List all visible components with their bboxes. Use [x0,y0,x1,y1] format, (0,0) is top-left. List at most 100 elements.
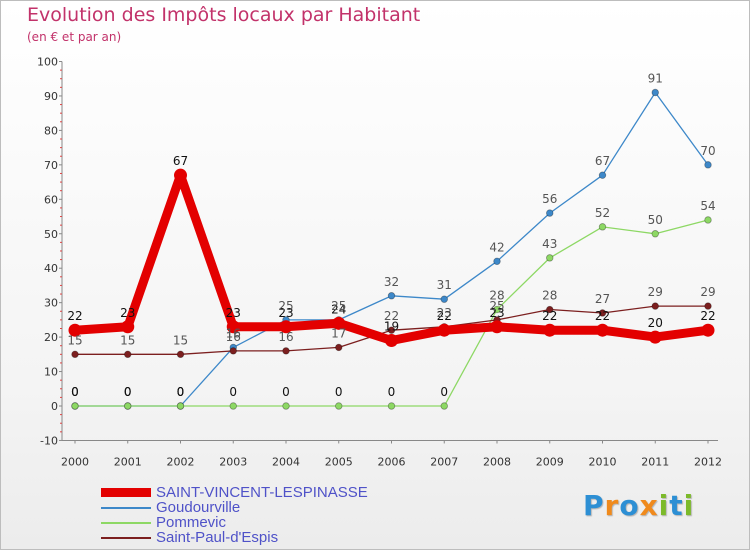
x-tick-label: 2009 [536,455,564,468]
data-point-pommevic [71,402,79,410]
data-label-goudourville: 91 [648,72,663,86]
data-label-saint-vincent-lespinasse: 24 [331,302,346,316]
data-point-saint-paul-d-espis [282,347,290,355]
data-point-goudourville [387,292,396,300]
legend-swatch-pommevic [101,522,151,524]
data-point-saint-vincent-lespinasse [648,330,662,344]
data-point-goudourville [493,257,501,266]
data-label-saint-paul-d-espis: 23 [437,306,452,320]
data-label-goudourville: 70 [700,144,715,158]
data-label-pommevic: 52 [595,206,610,220]
y-tick-label: 60 [44,193,58,206]
legend-swatch-saint-vincent-lespinasse [101,488,151,497]
legend-item-pommevic: Pommevic [101,515,401,530]
data-label-pommevic: 0 [229,385,237,399]
logo-letter: i [683,489,695,522]
data-label-pommevic: 0 [282,385,290,399]
logo-letter: x [639,489,659,522]
data-label-goudourville: 31 [437,278,452,292]
data-point-pommevic [546,254,554,262]
legend-label-pommevic: Pommevic [156,514,227,531]
data-label-saint-vincent-lespinasse: 23 [226,306,241,320]
y-tick-label: 40 [44,262,58,275]
x-tick-label: 2003 [219,455,247,468]
data-label-saint-vincent-lespinasse: 22 [67,309,82,323]
data-label-saint-paul-d-espis: 28 [542,289,557,303]
data-label-goudourville: 0 [71,385,79,399]
data-point-saint-paul-d-espis [598,309,607,317]
data-point-pommevic [651,230,659,238]
data-label-pommevic: 0 [124,385,132,399]
series-line-goudourville [74,91,709,407]
legend-item-goudourville: Goudourville [101,500,401,515]
data-label-pommevic: 0 [388,385,396,399]
data-point-saint-vincent-lespinasse [121,320,135,334]
x-tick-label: 2008 [483,455,511,468]
data-point-goudourville [546,209,554,217]
legend-label-saint-vincent-lespinasse: SAINT-VINCENT-LESPINASSE [156,484,368,501]
data-point-goudourville [651,88,659,97]
data-label-saint-paul-d-espis: 15 [173,333,188,347]
logo-letter: t [669,489,684,522]
data-label-saint-vincent-lespinasse: 20 [648,316,663,330]
data-label-pommevic: 0 [440,385,448,399]
data-label-pommevic: 54 [700,199,715,213]
data-label-saint-vincent-lespinasse: 19 [384,320,399,334]
data-point-saint-vincent-lespinasse [701,323,715,337]
chart-subtitle: (en € et par an) [27,30,122,44]
data-point-saint-vincent-lespinasse [226,320,240,334]
data-label-saint-paul-d-espis: 29 [700,285,715,299]
x-tick-label: 2001 [114,455,142,468]
data-label-saint-paul-d-espis: 15 [120,333,135,347]
legend-label-saint-paul-d-espis: Saint-Paul-d'Espis [156,529,279,546]
y-tick-label: 90 [44,90,58,103]
data-label-goudourville: 16 [226,326,241,340]
y-tick-label: 80 [44,124,58,137]
x-tick-label: 2012 [694,455,722,468]
data-label-saint-paul-d-espis: 25 [489,299,504,313]
y-tick-label: 100 [37,56,58,69]
logo-letter: P [583,489,605,522]
y-tick-label: 20 [44,331,58,344]
data-point-saint-vincent-lespinasse [437,323,451,337]
x-tick-label: 2006 [378,455,406,468]
chart-title: Evolution des Impôts locaux par Habitant [27,4,421,26]
data-label-goudourville: 42 [489,240,504,254]
data-label-saint-vincent-lespinasse: 22 [595,309,610,323]
x-tick-label: 2004 [272,455,300,468]
data-point-saint-vincent-lespinasse [279,320,293,334]
data-point-saint-vincent-lespinasse [490,320,504,334]
data-label-saint-vincent-lespinasse: 22 [437,309,452,323]
data-label-goudourville: 0 [177,385,185,399]
data-label-saint-paul-d-espis: 16 [226,330,241,344]
data-point-saint-paul-d-espis [387,326,396,334]
data-label-saint-paul-d-espis: 17 [331,326,346,340]
logo-letter: i [658,489,670,522]
legend-swatch-goudourville [101,507,151,509]
data-point-goudourville [704,161,712,169]
data-point-saint-vincent-lespinasse [174,168,187,182]
data-point-pommevic [176,402,185,410]
x-tick-label: 2000 [61,455,89,468]
data-point-saint-paul-d-espis [176,350,185,359]
data-point-saint-paul-d-espis [229,347,237,355]
logo-letter: r [604,489,620,522]
legend-item-saint-paul-d-espis: Saint-Paul-d'Espis [101,530,401,545]
data-point-pommevic [493,305,501,314]
data-point-saint-vincent-lespinasse [68,323,82,337]
data-point-pommevic [335,402,343,410]
data-label-saint-paul-d-espis: 22 [384,309,399,323]
data-label-pommevic: 28 [489,289,504,303]
data-label-goudourville: 56 [542,192,557,206]
y-tick-label: 0 [51,400,58,413]
x-tick-label: 2010 [589,455,617,468]
data-point-saint-paul-d-espis [651,302,659,310]
data-label-pommevic: 0 [335,385,343,399]
data-point-saint-paul-d-espis [546,305,554,314]
data-label-goudourville: 32 [384,275,399,289]
x-tick-label: 2007 [430,455,458,468]
data-point-saint-vincent-lespinasse [596,323,609,337]
data-point-goudourville [598,171,607,179]
